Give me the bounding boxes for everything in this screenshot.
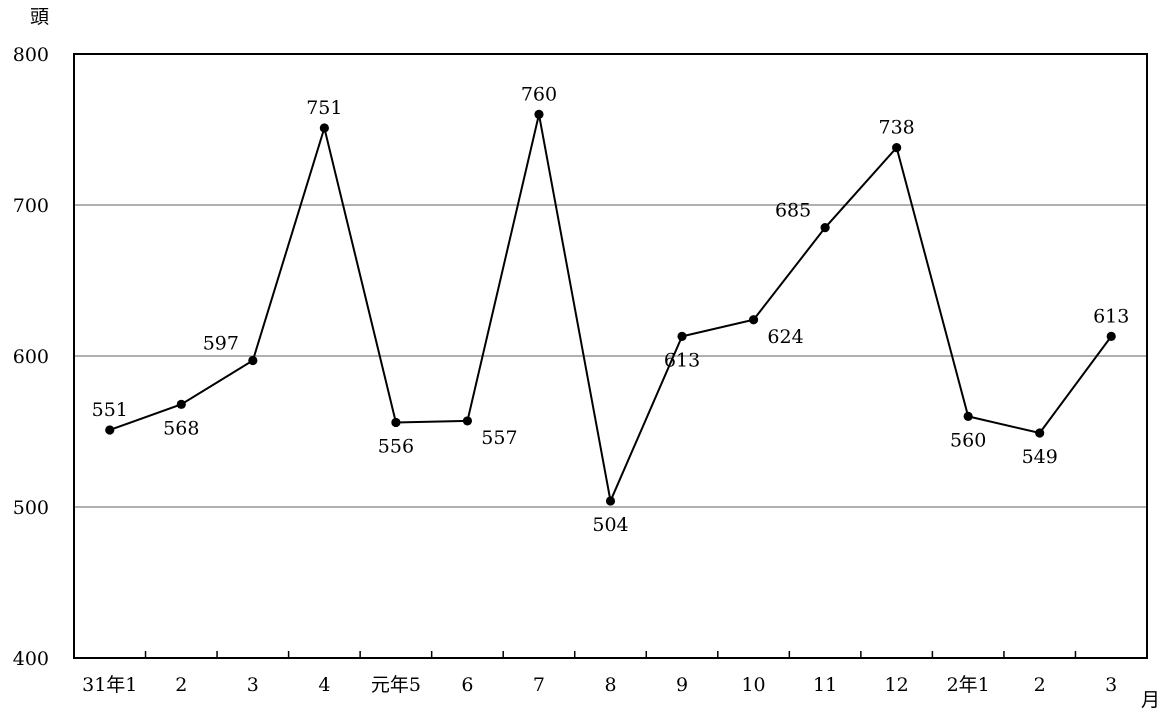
y-tick-label: 700: [13, 195, 49, 217]
data-label: 685: [775, 200, 811, 222]
data-point: [391, 417, 401, 428]
data-point: [963, 411, 973, 421]
x-tick-label: 元年5: [371, 674, 421, 696]
data-label: 613: [1093, 305, 1129, 327]
plot-frame: [73, 53, 1148, 659]
data-label: 560: [950, 429, 986, 451]
x-axis-tick-labels: 31年1 2 3 4 元年5 6 7 8 9 10 11 12 2年1 2 3: [82, 674, 1117, 696]
x-tick-label: 11: [813, 674, 837, 696]
data-point: [105, 425, 115, 435]
data-point: [176, 399, 186, 409]
data-label: 556: [378, 435, 414, 457]
data-point: [605, 496, 616, 506]
data-point: [1035, 428, 1045, 438]
x-tick-label: 2年1: [947, 674, 990, 696]
x-tick-label: 2: [1034, 674, 1046, 696]
x-tick-label: 12: [885, 674, 909, 696]
data-label: 568: [163, 417, 199, 439]
data-label: 597: [203, 333, 239, 355]
series: [105, 109, 1116, 506]
data-point: [248, 355, 258, 366]
data-label: 738: [879, 117, 915, 139]
y-axis-tick-labels: 400 500 600 700 800: [13, 44, 49, 670]
data-point: [677, 331, 687, 341]
data-label: 760: [521, 83, 557, 105]
data-label: 551: [92, 399, 128, 421]
data-point: [748, 315, 759, 325]
x-tick-label: 7: [533, 674, 545, 696]
x-tick-label: 10: [741, 674, 765, 696]
x-tick-label: 9: [676, 674, 688, 696]
data-label: 549: [1022, 446, 1058, 468]
x-tick-label: 3: [1105, 674, 1117, 696]
y-tick-label: 500: [13, 497, 49, 519]
x-axis-unit: 月: [1141, 689, 1160, 711]
y-tick-label: 800: [13, 44, 49, 66]
x-tick-label: 6: [461, 674, 473, 696]
data-point: [462, 416, 473, 426]
data-label: 504: [592, 514, 628, 536]
x-tick-label: 31年1: [82, 674, 137, 696]
x-tick-label: 2: [175, 674, 187, 696]
data-point: [892, 143, 902, 153]
x-tick-label: 3: [247, 674, 259, 696]
data-point: [319, 123, 329, 133]
data-label: 613: [664, 349, 700, 371]
y-tick-label: 400: [13, 648, 49, 670]
x-tick-label: 8: [604, 674, 616, 696]
data-point: [534, 109, 544, 119]
data-label: 751: [306, 97, 342, 119]
data-labels: 551 568 597 751 556 557 760 504 613 624 685 738 560 5…: [92, 83, 1130, 536]
x-axis-ticks: [144, 651, 1077, 658]
data-point: [820, 223, 830, 233]
x-tick-label: 4: [318, 674, 330, 696]
data-label: 624: [767, 326, 803, 348]
y-axis-unit: 頭: [30, 6, 49, 28]
data-label: 557: [481, 427, 517, 449]
plot-area-border: [73, 53, 1148, 659]
y-tick-label: 600: [13, 346, 49, 368]
data-point: [1106, 331, 1116, 341]
